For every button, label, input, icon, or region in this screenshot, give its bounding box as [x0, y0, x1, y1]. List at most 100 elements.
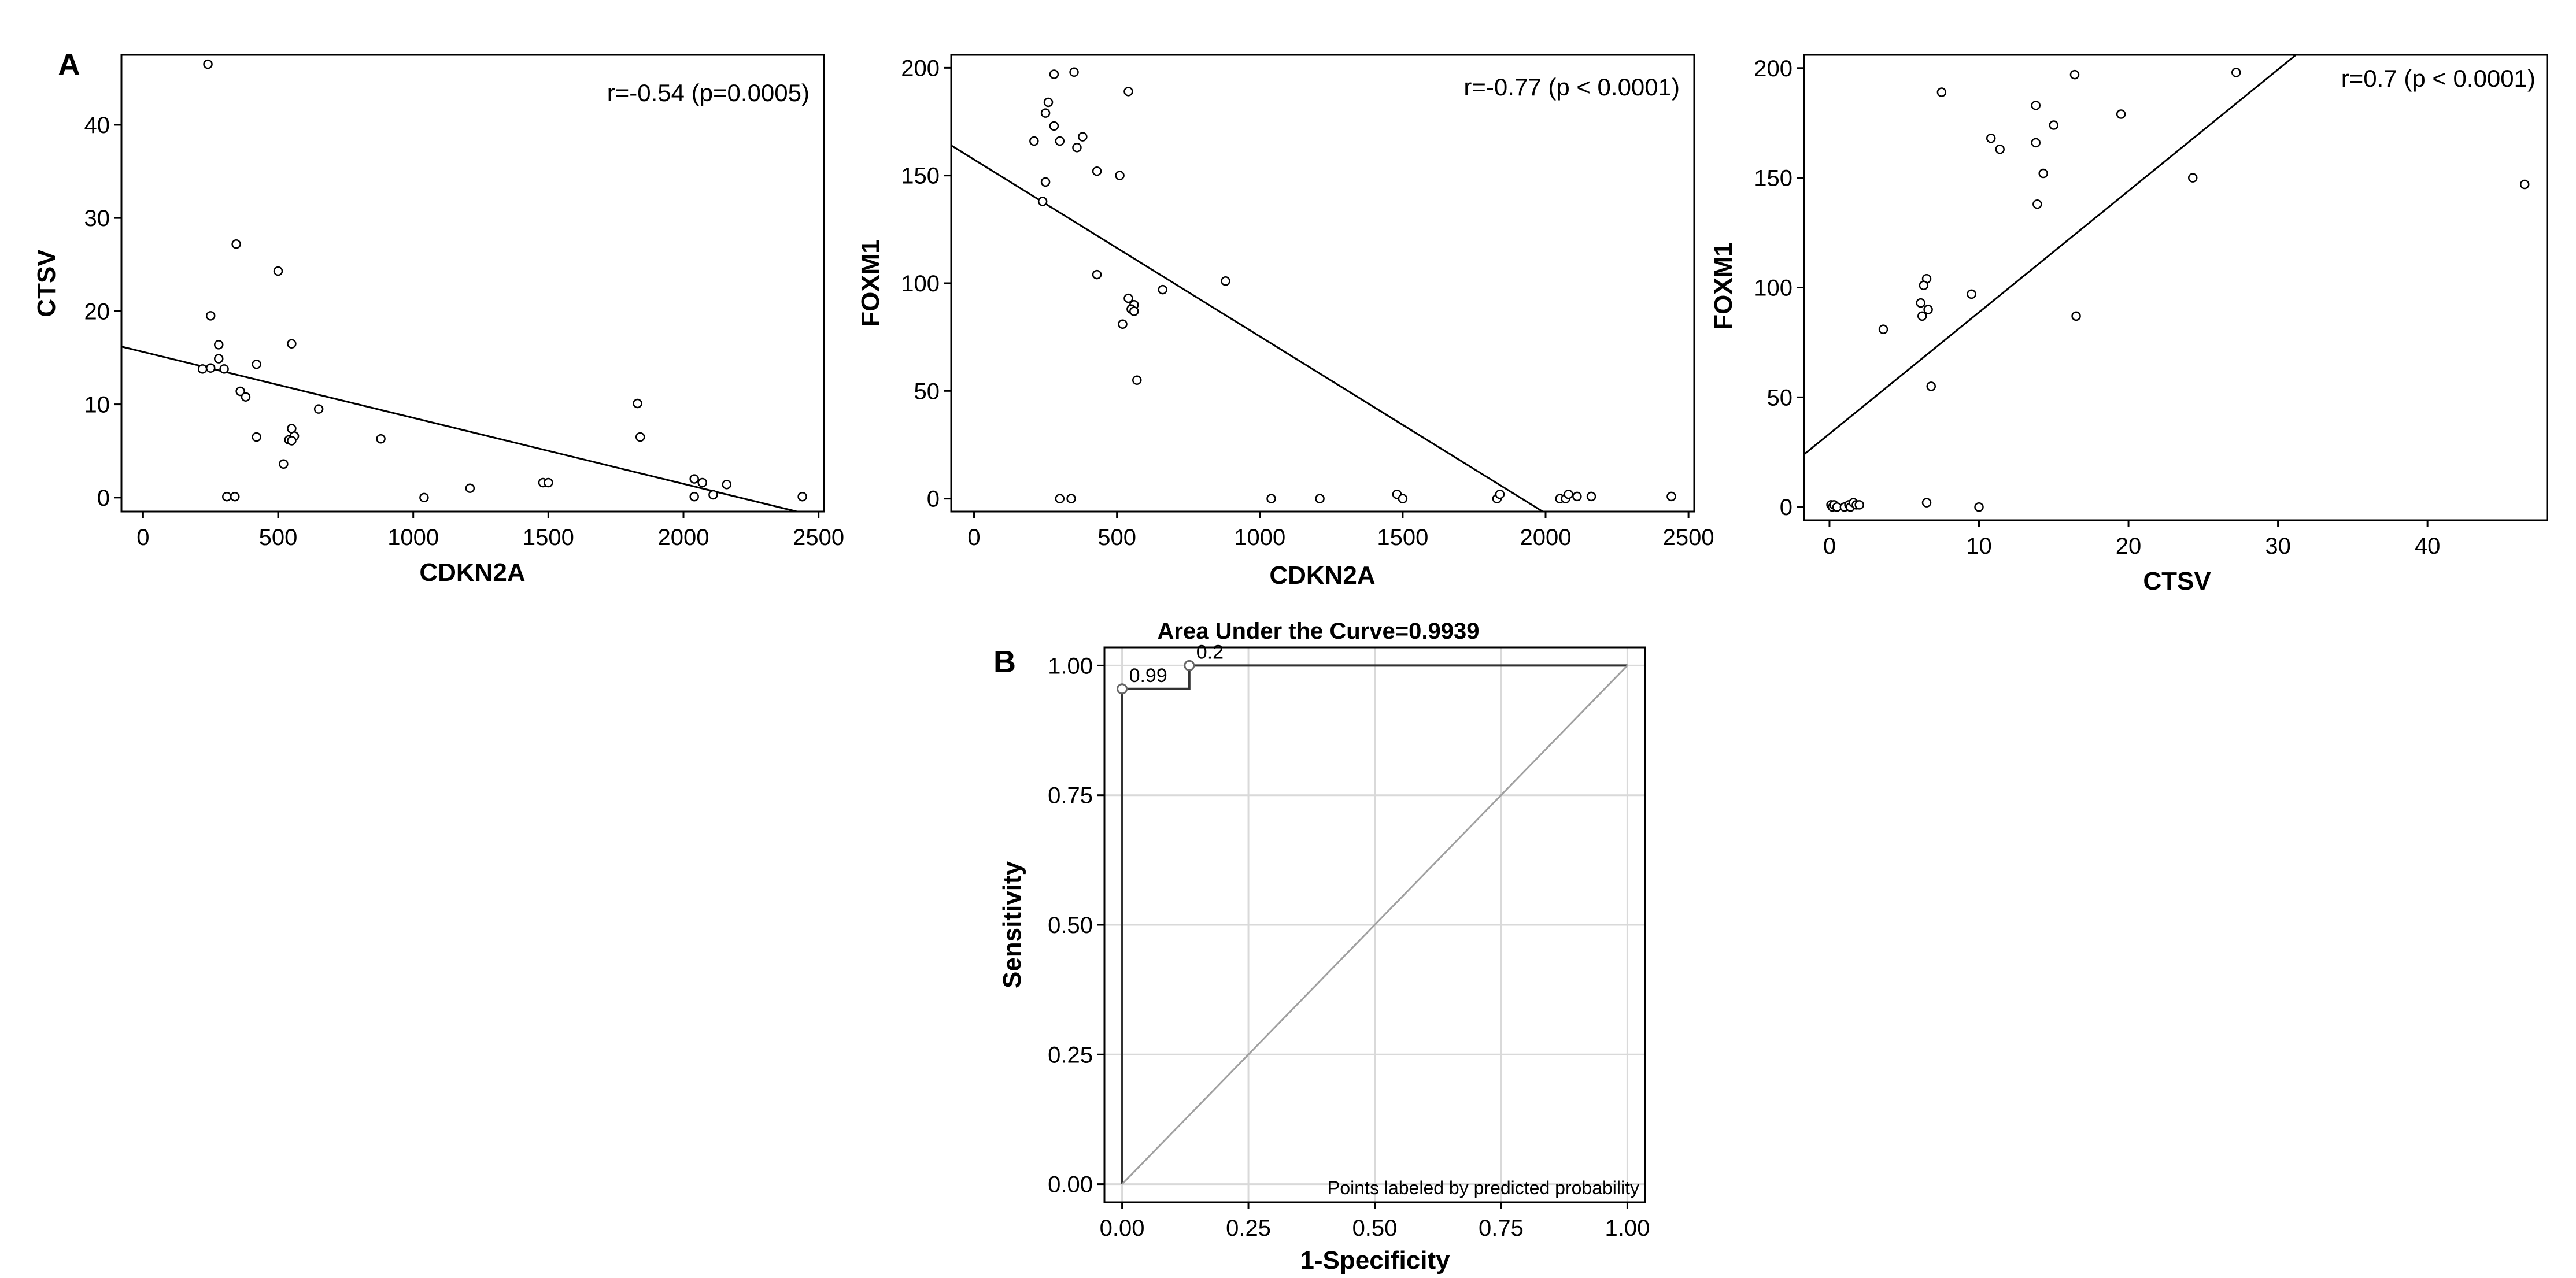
- data-point: [1069, 67, 1079, 77]
- x-tick-label: 2500: [1663, 525, 1714, 550]
- data-point: [465, 483, 475, 493]
- data-point: [1049, 69, 1059, 79]
- data-point: [219, 364, 229, 374]
- chart-title: Area Under the Curve=0.9939: [1158, 618, 1480, 644]
- x-axis-label: CDKN2A: [419, 558, 525, 587]
- data-point: [1072, 142, 1082, 153]
- y-tick-label: 0.00: [1048, 1172, 1093, 1198]
- data-point: [1029, 136, 1039, 146]
- x-tick-label: 40: [2415, 534, 2441, 559]
- correlation-annotation: r=-0.77 (p < 0.0001): [1463, 73, 1680, 101]
- data-point: [252, 360, 261, 369]
- y-tick-label: 150: [901, 164, 940, 189]
- y-tick-label: 40: [84, 113, 110, 138]
- x-tick-label: 0.50: [1352, 1216, 1398, 1241]
- plot-frame: [1803, 54, 2548, 521]
- scatter-plot-cdkn2a-ctsv: 0 500 1000 1500 2000 2500 0 10 20 30 40 r=-0.54 (p…: [32, 54, 845, 587]
- data-point: [1398, 494, 1408, 503]
- y-tick-label: 150: [1754, 166, 1793, 191]
- data-point: [1854, 500, 1864, 510]
- data-point: [213, 354, 224, 364]
- data-point: [1040, 108, 1051, 118]
- reference-diagonal-line: [1121, 665, 1628, 1185]
- data-point: [1921, 498, 1932, 508]
- y-tick-label: 0: [1780, 495, 1793, 520]
- data-point: [1995, 145, 2005, 154]
- roc-threshold-point: [1117, 683, 1128, 695]
- data-point: [205, 311, 216, 321]
- data-point: [279, 459, 289, 469]
- data-point: [1123, 293, 1133, 303]
- data-point: [1495, 489, 1505, 499]
- data-point: [1986, 134, 1996, 143]
- data-point: [1315, 494, 1325, 503]
- y-tick-label: 200: [901, 55, 940, 81]
- data-point: [1132, 375, 1142, 385]
- y-tick-label: 200: [1754, 56, 1793, 82]
- labeled-points: 0.99 0.2: [1117, 641, 1224, 695]
- x-tick-label: 0.00: [1100, 1216, 1145, 1241]
- regression-line: [1803, 54, 2297, 455]
- threshold-label: 0.2: [1196, 641, 1224, 663]
- fit-line: [1803, 54, 2297, 455]
- x-tick-label: 2000: [658, 525, 709, 550]
- x-axis-label: 1-Specificity: [1300, 1246, 1450, 1275]
- x-tick-label: 500: [1097, 525, 1136, 550]
- x-tick-label: 0: [1823, 534, 1836, 559]
- data-point: [1974, 502, 1984, 512]
- data-point: [203, 59, 213, 69]
- x-tick-label: 1000: [387, 525, 439, 550]
- y-tick-label: 1.00: [1048, 653, 1093, 679]
- x-tick-label: 1.00: [1605, 1216, 1650, 1241]
- data-point: [2031, 138, 2041, 148]
- data-point: [1115, 171, 1125, 180]
- data-points: [1029, 67, 1676, 503]
- y-tick-label: 0.50: [1048, 913, 1093, 938]
- x-tick-label: 0: [136, 525, 149, 550]
- data-point: [1158, 284, 1167, 295]
- y-tick-label: 20: [84, 299, 110, 324]
- data-point: [2031, 101, 2041, 110]
- data-point: [1055, 494, 1065, 503]
- data-point: [2519, 179, 2530, 190]
- data-point: [689, 474, 699, 484]
- y-tick-label: 100: [1754, 276, 1793, 301]
- data-point: [1919, 280, 1929, 290]
- y-axis-label: FOXM1: [1709, 242, 1738, 330]
- data-point: [2071, 311, 2081, 321]
- data-point: [1118, 319, 1128, 329]
- y-tick-label: 30: [84, 206, 110, 231]
- axis-ticks: 0 500 1000 1500 2000 2500 0 10 20 30 40: [84, 113, 845, 550]
- axis-ticks: 0.00 0.25 0.50 0.75 1.00 0.00 0.25 0.50 0.75 1.00: [1048, 653, 1650, 1241]
- x-tick-label: 0: [967, 525, 980, 550]
- x-tick-label: 30: [2265, 534, 2291, 559]
- x-tick-label: 1000: [1234, 525, 1285, 550]
- x-tick-label: 1500: [523, 525, 574, 550]
- fit-line: [121, 346, 797, 513]
- x-tick-label: 1500: [1377, 525, 1428, 550]
- x-axis-label: CTSV: [2143, 567, 2211, 595]
- data-point: [1066, 494, 1076, 503]
- data-point: [222, 491, 232, 502]
- data-point: [2049, 120, 2059, 130]
- data-point: [197, 364, 208, 374]
- plot-frame: [120, 54, 825, 513]
- regression-line: [121, 346, 797, 513]
- data-point: [1043, 97, 1054, 108]
- data-point: [1092, 269, 1102, 280]
- data-point: [697, 477, 707, 488]
- data-point: [419, 492, 429, 503]
- x-tick-label: 20: [2116, 534, 2142, 559]
- correlation-annotation: r=-0.54 (p=0.0005): [607, 79, 810, 106]
- data-point: [1037, 197, 1048, 206]
- data-point: [1923, 305, 1933, 314]
- data-point: [1092, 166, 1102, 176]
- fit-line: [951, 145, 1543, 513]
- roc-curve-chart: Area Under the Curve=0.9939 0.00 0.25 0.50…: [998, 618, 1650, 1275]
- data-point: [1878, 324, 1888, 334]
- data-point: [230, 491, 240, 502]
- x-tick-label: 0.75: [1479, 1216, 1524, 1241]
- data-point: [1078, 132, 1088, 142]
- y-axis-label: CTSV: [32, 249, 61, 317]
